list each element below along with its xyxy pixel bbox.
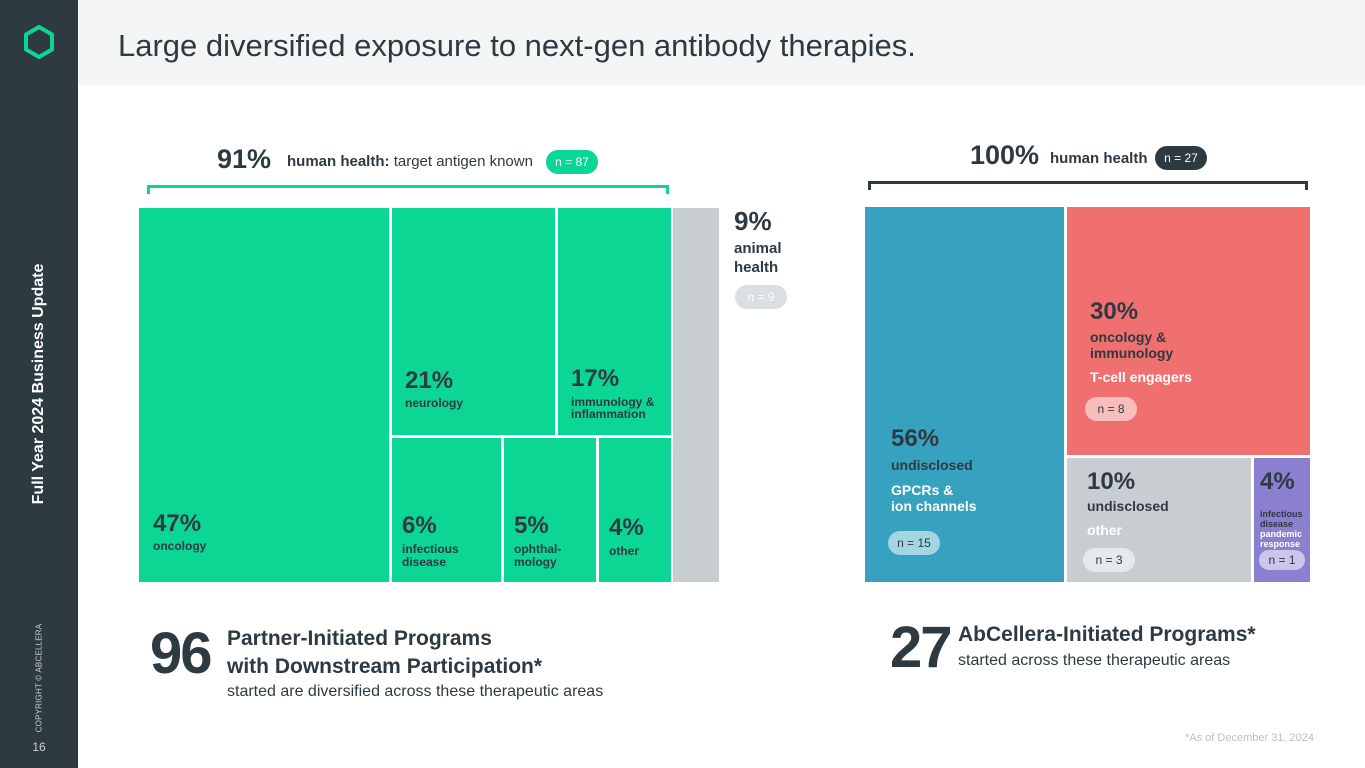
cell-percent: 4% xyxy=(1260,468,1295,495)
cell-infectious-disease: 6% infectious disease xyxy=(392,438,501,582)
cell-label: immunology & xyxy=(571,395,655,409)
cell-oncology: 47% oncology xyxy=(139,208,389,582)
cell-count-badge: n = 1 xyxy=(1259,550,1305,570)
hexagon-logo-icon xyxy=(24,25,54,59)
cell-label: disease xyxy=(1260,519,1294,529)
cell-count-badge: n = 15 xyxy=(888,531,940,555)
cell-label: undisclosed xyxy=(891,457,973,473)
right-group-count-badge: n = 27 xyxy=(1155,146,1207,170)
cell-label: neurology xyxy=(405,396,464,410)
left-summary-number: 96 xyxy=(150,621,212,686)
left-group-count-badge: n = 87 xyxy=(546,150,598,174)
cell-label: undisclosed xyxy=(1087,498,1169,514)
cell-ophthalmology: 5% ophthal- mology xyxy=(504,438,596,582)
cell-label: mology xyxy=(514,555,557,569)
cell-undisclosed-other: 10% undisclosed other n = 3 xyxy=(1067,458,1251,582)
cell-other: 4% other xyxy=(599,438,671,582)
cell-label: oncology xyxy=(153,539,207,553)
cell-label: disease xyxy=(402,555,447,569)
cell-sub-label: GPCRs & xyxy=(891,482,954,498)
cell-percent: 4% xyxy=(609,514,644,541)
cell-gpcr-ion-channels: 56% undisclosed GPCRs & ion channels n =… xyxy=(865,207,1064,582)
cell-label: infectious xyxy=(1260,509,1303,519)
cell-sub-label: other xyxy=(1087,522,1122,538)
cell-neurology: 21% neurology xyxy=(392,208,555,435)
cell-label: inflammation xyxy=(571,407,646,421)
copyright: COPYRIGHT © ABCELLERA xyxy=(34,623,44,733)
deck-title: Full Year 2024 Business Update xyxy=(30,263,47,505)
right-summary-title: AbCellera-Initiated Programs* xyxy=(958,623,1256,646)
right-summary-subtitle: started across these therapeutic areas xyxy=(958,652,1231,669)
cell-sub-label: T-cell engagers xyxy=(1090,369,1192,385)
header: Large diversified exposure to next-gen a… xyxy=(78,0,1365,85)
cell-label: other xyxy=(609,544,639,558)
left-group-label: human health: target antigen known xyxy=(287,153,533,170)
animal-health-count-badge: n = 9 xyxy=(735,285,787,309)
cell-sub-label: ion channels xyxy=(891,498,977,514)
left-summary-title: Partner-Initiated Programs with Downstrea… xyxy=(227,627,543,678)
page-number: 16 xyxy=(32,740,46,754)
page-title: Large diversified exposure to next-gen a… xyxy=(118,28,916,63)
cell-percent: 21% xyxy=(405,367,454,394)
right-group-percent: 100% xyxy=(970,140,1040,170)
right-group-label: human health xyxy=(1050,150,1148,167)
cell-sub-label: response xyxy=(1260,539,1301,549)
cell-label: oncology & xyxy=(1090,329,1167,345)
right-group-bracket xyxy=(868,181,1308,190)
cell-label: infectious xyxy=(402,542,459,556)
cell-animal-health xyxy=(673,208,719,582)
cell-t-cell-engagers: 30% oncology & immunology T-cell engager… xyxy=(1067,207,1310,455)
animal-health-percent: 9% xyxy=(734,206,772,236)
left-summary-subtitle: started are diversified across these the… xyxy=(227,683,604,700)
cell-percent: 17% xyxy=(571,365,620,392)
cell-percent: 56% xyxy=(891,425,940,452)
cell-sub-label: pandemic xyxy=(1260,529,1303,539)
cell-percent: 30% xyxy=(1090,298,1139,325)
cell-label: immunology xyxy=(1090,345,1174,361)
cell-immunology: 17% immunology & inflammation xyxy=(558,208,671,435)
cell-percent: 5% xyxy=(514,512,549,539)
cell-percent: 47% xyxy=(153,510,202,537)
cell-pandemic-response: 4% infectious disease pandemic response … xyxy=(1254,458,1310,582)
left-group-percent: 91% xyxy=(217,144,272,174)
animal-health-label: animal health xyxy=(734,240,782,276)
cell-percent: 10% xyxy=(1087,468,1136,495)
left-group-bracket xyxy=(147,185,669,194)
footnote: *As of December 31, 2024 xyxy=(1185,732,1315,744)
cell-count-badge: n = 8 xyxy=(1085,397,1137,421)
cell-percent: 6% xyxy=(402,512,437,539)
right-summary-number: 27 xyxy=(890,615,952,680)
sidebar: Full Year 2024 Business Update COPYRIGHT… xyxy=(0,0,78,768)
cell-count-badge: n = 3 xyxy=(1083,548,1135,572)
cell-label: ophthal- xyxy=(514,542,562,556)
